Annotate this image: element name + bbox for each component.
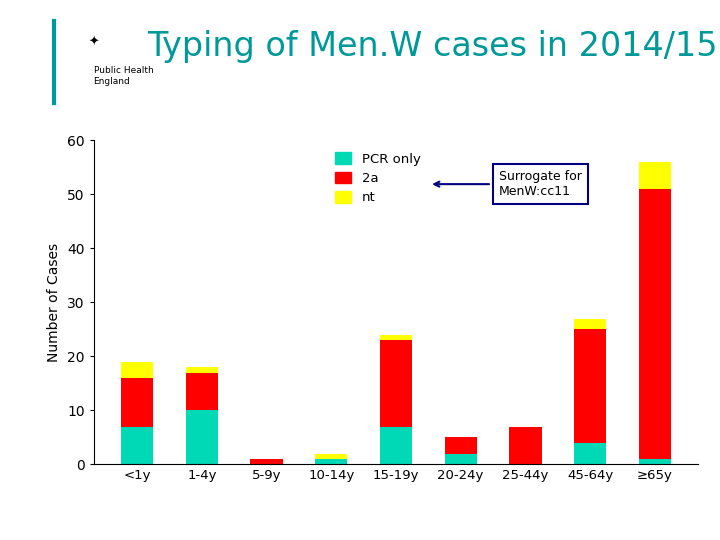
Bar — [380, 340, 412, 427]
Bar — [186, 367, 218, 373]
Bar — [186, 410, 218, 464]
Bar — [121, 427, 153, 464]
Legend: PCR only, 2a, nt: PCR only, 2a, nt — [330, 147, 426, 210]
Text: Typing of Men.W cases in 2014/15: Typing of Men.W cases in 2014/15 — [147, 30, 717, 63]
Y-axis label: Number of Cases: Number of Cases — [48, 243, 61, 362]
Bar — [315, 459, 348, 464]
Bar — [574, 319, 606, 329]
Bar — [444, 437, 477, 454]
Bar — [509, 427, 541, 464]
Bar — [639, 162, 671, 189]
Text: Surrogate for
MenW:cc11: Surrogate for MenW:cc11 — [434, 170, 582, 198]
Bar — [574, 329, 606, 443]
Bar — [121, 378, 153, 427]
Bar — [315, 454, 348, 459]
Bar — [444, 454, 477, 464]
Text: 66: 66 — [25, 514, 48, 531]
Bar — [380, 427, 412, 464]
Bar — [639, 459, 671, 464]
Bar — [186, 373, 218, 410]
Text: ✦: ✦ — [89, 36, 99, 49]
Bar — [639, 189, 671, 459]
Bar — [380, 335, 412, 340]
Text: Public Health
England: Public Health England — [94, 66, 153, 85]
Bar — [574, 443, 606, 464]
Bar — [251, 459, 283, 464]
Bar — [121, 362, 153, 378]
